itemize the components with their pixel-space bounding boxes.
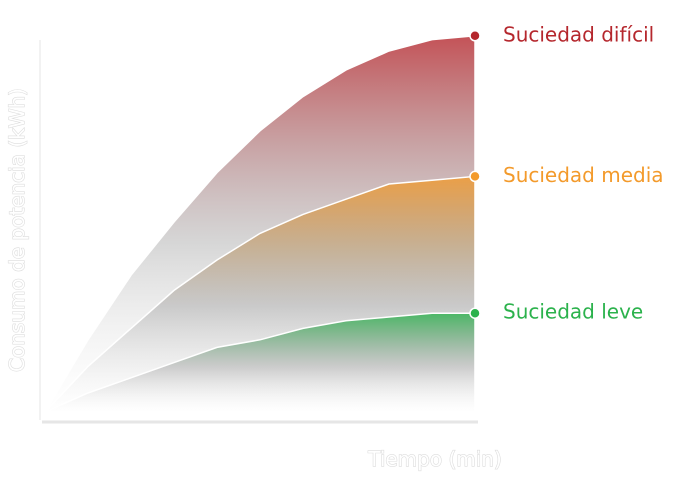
legend-marker bbox=[469, 307, 481, 319]
legend-marker bbox=[469, 30, 481, 42]
legend-label: Suciedad media bbox=[503, 163, 664, 187]
y-axis-title: Consumo de potencia (kWh) bbox=[5, 88, 29, 372]
legend-marker bbox=[469, 170, 481, 183]
legend-label: Suciedad difícil bbox=[503, 22, 654, 46]
legend-label: Suciedad leve bbox=[503, 300, 643, 324]
legend: Suciedad difícil Suciedad media Suciedad l… bbox=[469, 22, 664, 324]
x-axis-title: Tiempo (min) bbox=[367, 447, 502, 471]
plot-area bbox=[43, 34, 476, 413]
